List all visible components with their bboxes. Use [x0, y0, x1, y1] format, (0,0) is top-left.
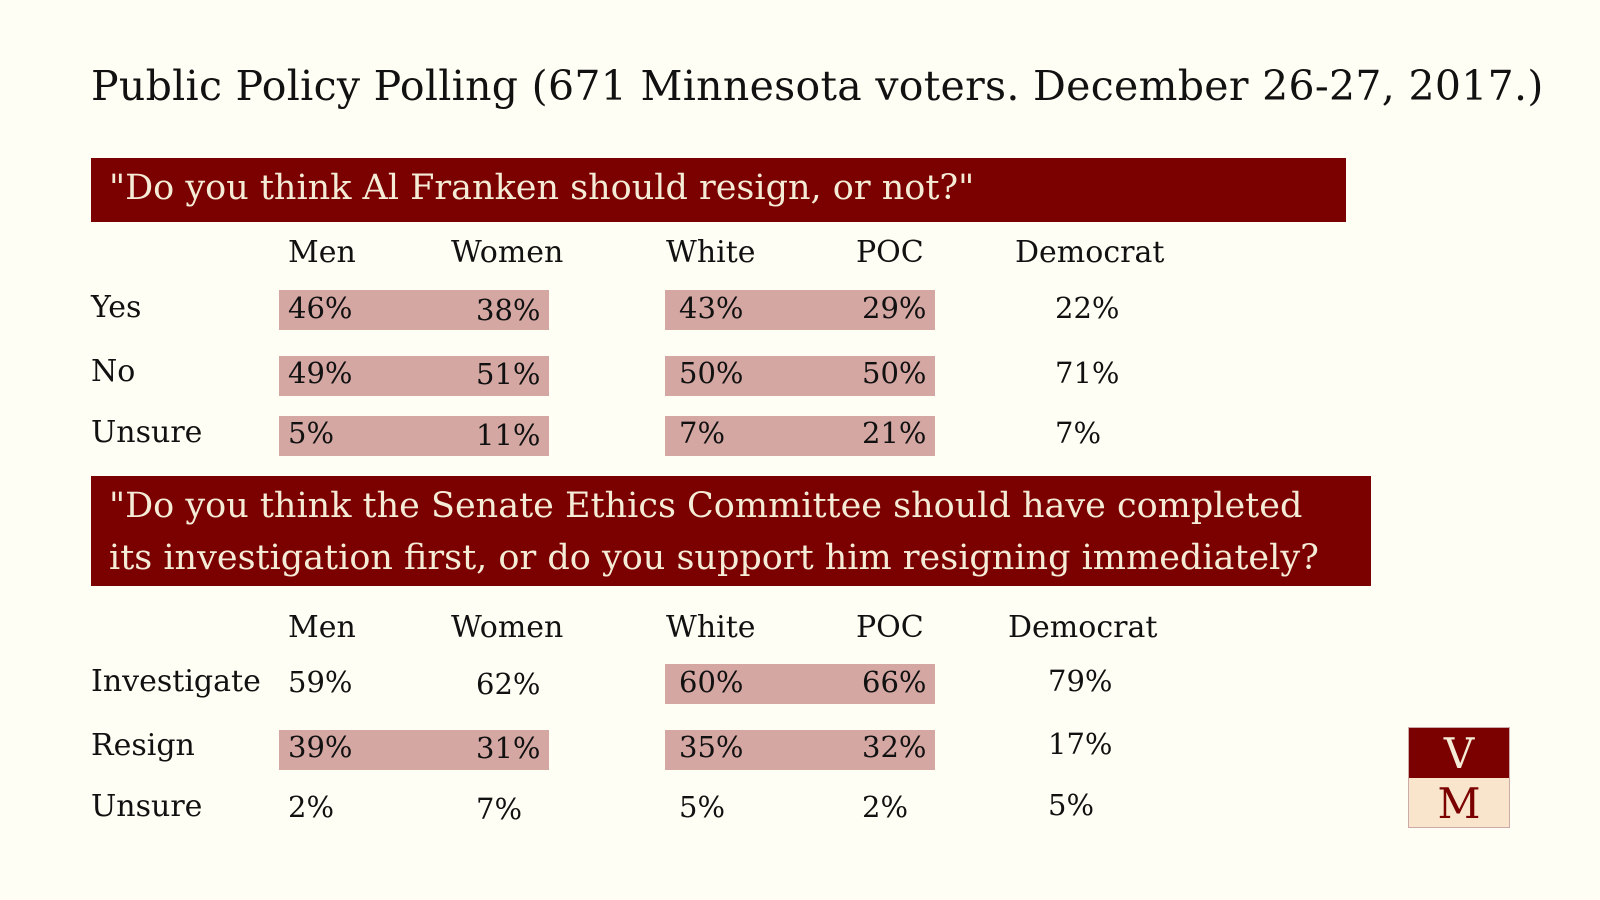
logo-letter-v: V — [1409, 728, 1509, 778]
vm-logo: V M — [1408, 727, 1510, 828]
cell-value: 2% — [288, 790, 335, 824]
cell-value: 2% — [862, 790, 909, 824]
cell-value: 29% — [862, 291, 927, 325]
highlight-race — [665, 290, 935, 330]
logo-letter-m: M — [1409, 778, 1509, 828]
cell-value: 17% — [1048, 727, 1113, 761]
cell-value: 7% — [476, 792, 523, 826]
row-label-no: No — [91, 354, 136, 389]
col-header-white: White — [666, 610, 756, 645]
cell-value: 59% — [288, 665, 353, 699]
cell-value: 7% — [1055, 416, 1102, 450]
cell-value: 5% — [679, 790, 726, 824]
col-header-democrat: Democrat — [1015, 235, 1165, 270]
row-label-yes: Yes — [91, 290, 142, 325]
row-label-unsure: Unsure — [91, 415, 203, 450]
cell-value: 32% — [862, 730, 927, 764]
cell-value: 43% — [679, 291, 744, 325]
highlight-gender — [279, 356, 549, 396]
cell-value: 50% — [679, 356, 744, 390]
highlight-race — [665, 356, 935, 396]
cell-value: 39% — [288, 730, 353, 764]
row-label-resign: Resign — [91, 728, 195, 763]
highlight-race — [665, 416, 935, 456]
cell-value: 22% — [1055, 291, 1120, 325]
col-header-poc: POC — [856, 610, 924, 645]
cell-value: 51% — [476, 357, 541, 391]
cell-value: 11% — [476, 418, 541, 452]
col-header-democrat: Democrat — [1008, 610, 1158, 645]
cell-value: 46% — [288, 291, 353, 325]
cell-value: 62% — [476, 667, 541, 701]
cell-value: 31% — [476, 731, 541, 765]
col-header-men: Men — [288, 235, 356, 270]
cell-value: 79% — [1048, 664, 1113, 698]
highlight-gender — [279, 416, 549, 456]
row-label-investigate: Investigate — [91, 664, 261, 699]
cell-value: 50% — [862, 356, 927, 390]
cell-value: 21% — [862, 416, 927, 450]
question-1-banner: "Do you think Al Franken should resign, … — [91, 158, 1346, 222]
cell-value: 35% — [679, 730, 744, 764]
highlight-race — [665, 664, 935, 704]
cell-value: 5% — [288, 416, 335, 450]
cell-value: 71% — [1055, 356, 1120, 390]
col-header-women: Women — [451, 610, 564, 645]
col-header-men: Men — [288, 610, 356, 645]
question-2-banner: "Do you think the Senate Ethics Committe… — [91, 476, 1371, 586]
cell-value: 5% — [1048, 788, 1095, 822]
highlight-gender — [279, 290, 549, 330]
cell-value: 38% — [476, 293, 541, 327]
col-header-women: Women — [451, 235, 564, 270]
cell-value: 60% — [679, 665, 744, 699]
cell-value: 49% — [288, 356, 353, 390]
highlight-race — [665, 730, 935, 770]
row-label-unsure: Unsure — [91, 789, 203, 824]
cell-value: 66% — [862, 665, 927, 699]
highlight-gender — [279, 730, 549, 770]
col-header-poc: POC — [856, 235, 924, 270]
cell-value: 7% — [679, 416, 726, 450]
col-header-white: White — [666, 235, 756, 270]
page-title: Public Policy Polling (671 Minnesota vot… — [91, 62, 1544, 110]
